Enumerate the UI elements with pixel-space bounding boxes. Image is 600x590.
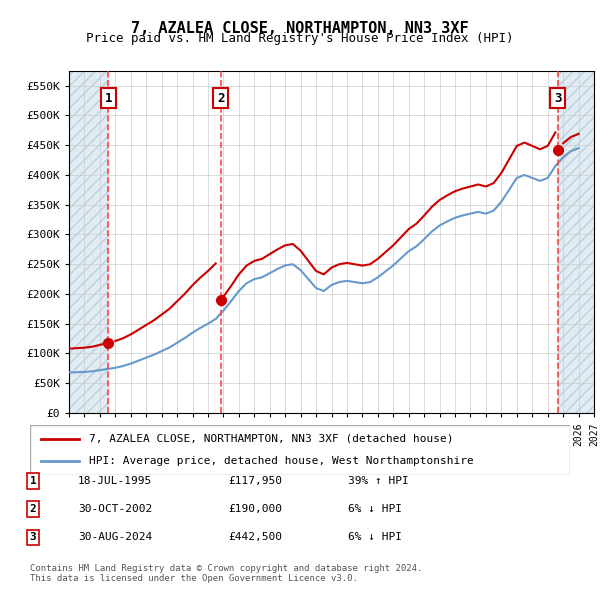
Text: Price paid vs. HM Land Registry's House Price Index (HPI): Price paid vs. HM Land Registry's House …	[86, 32, 514, 45]
Text: 39% ↑ HPI: 39% ↑ HPI	[348, 476, 409, 486]
Bar	[558, 71, 594, 413]
Bar	[69, 71, 108, 413]
Text: £442,500: £442,500	[228, 533, 282, 542]
FancyBboxPatch shape	[30, 425, 570, 475]
Text: 18-JUL-1995: 18-JUL-1995	[78, 476, 152, 486]
Text: £117,950: £117,950	[228, 476, 282, 486]
Text: 2: 2	[217, 91, 224, 104]
Text: 2: 2	[29, 504, 37, 514]
Text: 7, AZALEA CLOSE, NORTHAMPTON, NN3 3XF (detached house): 7, AZALEA CLOSE, NORTHAMPTON, NN3 3XF (d…	[89, 434, 454, 444]
Text: HPI: Average price, detached house, West Northamptonshire: HPI: Average price, detached house, West…	[89, 456, 474, 466]
Text: 1: 1	[29, 476, 37, 486]
Text: 30-AUG-2024: 30-AUG-2024	[78, 533, 152, 542]
Text: 6% ↓ HPI: 6% ↓ HPI	[348, 533, 402, 542]
Bar	[69, 71, 108, 413]
Bar	[558, 71, 594, 413]
Text: 30-OCT-2002: 30-OCT-2002	[78, 504, 152, 514]
Text: 7, AZALEA CLOSE, NORTHAMPTON, NN3 3XF: 7, AZALEA CLOSE, NORTHAMPTON, NN3 3XF	[131, 21, 469, 35]
Text: £190,000: £190,000	[228, 504, 282, 514]
Text: 3: 3	[29, 533, 37, 542]
Text: 6% ↓ HPI: 6% ↓ HPI	[348, 504, 402, 514]
Text: 1: 1	[104, 91, 112, 104]
Text: 3: 3	[554, 91, 562, 104]
Text: Contains HM Land Registry data © Crown copyright and database right 2024.
This d: Contains HM Land Registry data © Crown c…	[30, 563, 422, 583]
